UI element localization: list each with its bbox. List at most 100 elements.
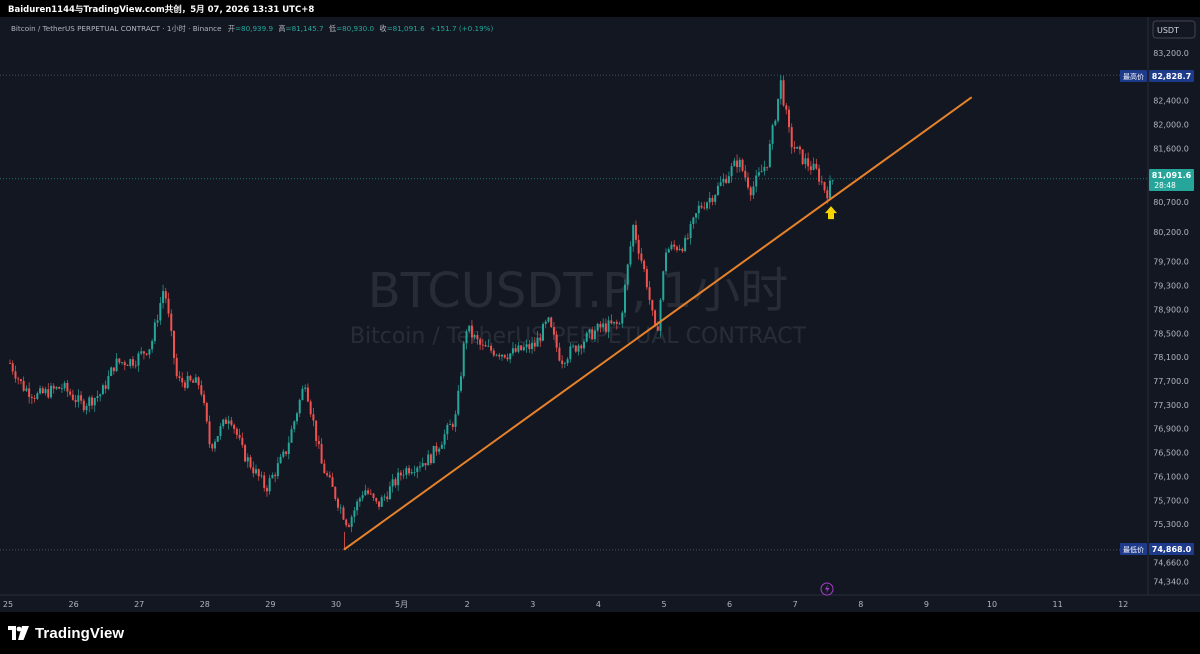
candle-body bbox=[528, 344, 531, 349]
candle-body bbox=[421, 463, 424, 467]
candle-body bbox=[153, 322, 156, 342]
candle-body bbox=[410, 472, 413, 474]
currency-button[interactable]: USDT bbox=[1152, 20, 1196, 39]
candle-body bbox=[112, 367, 115, 372]
candle-body bbox=[706, 202, 708, 209]
y-tick-label: 79,700.0 bbox=[1153, 258, 1189, 267]
candle-body bbox=[214, 441, 216, 449]
y-tick-label: 76,100.0 bbox=[1153, 472, 1189, 481]
candle-body bbox=[328, 475, 331, 478]
trendline-layer bbox=[343, 96, 973, 551]
lightning-icon[interactable] bbox=[820, 582, 834, 596]
legend-change-value: +151.7 (+0.19%) bbox=[430, 24, 494, 33]
y-tick-label: 80,200.0 bbox=[1153, 228, 1189, 237]
candle-body bbox=[386, 496, 389, 500]
candle-body bbox=[766, 166, 769, 168]
candle-body bbox=[132, 359, 134, 366]
x-tick-label: 28 bbox=[200, 600, 210, 609]
candle-body bbox=[416, 467, 419, 473]
candle-body bbox=[476, 335, 479, 340]
candle-body bbox=[793, 147, 796, 149]
candle-body bbox=[249, 457, 252, 468]
candle-body bbox=[607, 320, 610, 332]
legend-close-value: =81,091.6 bbox=[387, 24, 425, 33]
candlestick-series bbox=[9, 75, 834, 550]
candle-body bbox=[700, 205, 703, 208]
candle-body bbox=[711, 197, 714, 202]
candle-body bbox=[714, 194, 717, 202]
candle-body bbox=[58, 387, 61, 389]
candle-body bbox=[320, 444, 323, 464]
candle-body bbox=[50, 385, 52, 398]
y-tick-label: 77,300.0 bbox=[1153, 401, 1189, 410]
candle-body bbox=[763, 166, 766, 172]
candle-body bbox=[730, 166, 733, 177]
candle-body bbox=[342, 507, 345, 520]
candle-body bbox=[626, 264, 629, 285]
candle-body bbox=[137, 353, 140, 366]
candle-body bbox=[550, 317, 553, 328]
up-arrow-icon[interactable] bbox=[825, 206, 837, 220]
candle-body bbox=[88, 397, 91, 406]
candle-body bbox=[337, 498, 339, 508]
y-tick-label: 74,660.0 bbox=[1153, 558, 1189, 567]
candle-body bbox=[643, 260, 646, 270]
candle-body bbox=[306, 387, 309, 402]
candle-body bbox=[632, 225, 635, 247]
candle-body bbox=[71, 394, 74, 400]
candle-body bbox=[203, 394, 206, 403]
candle-body bbox=[60, 388, 63, 390]
candle-body bbox=[755, 175, 758, 187]
candle-body bbox=[19, 379, 22, 381]
candle-body bbox=[656, 326, 659, 331]
y-tick-label: 77,700.0 bbox=[1153, 377, 1189, 386]
candle-body bbox=[733, 160, 736, 167]
candle-body bbox=[798, 146, 801, 150]
candle-body bbox=[104, 385, 107, 389]
candle-body bbox=[782, 80, 785, 106]
candle-body bbox=[33, 397, 36, 399]
candle-body bbox=[364, 490, 367, 496]
candle-body bbox=[394, 479, 397, 486]
candle-body bbox=[604, 323, 607, 332]
tradingview-logo[interactable]: TradingView bbox=[8, 625, 124, 642]
candle-body bbox=[164, 291, 167, 299]
candle-body bbox=[678, 248, 681, 250]
candle-body bbox=[224, 419, 227, 424]
candle-body bbox=[468, 325, 471, 332]
candle-body bbox=[812, 163, 815, 170]
candle-body bbox=[211, 444, 214, 449]
candle-body bbox=[402, 474, 405, 476]
candle-body bbox=[580, 345, 583, 349]
candle-body bbox=[208, 421, 211, 445]
candle-body bbox=[820, 181, 823, 183]
legend-symbol[interactable]: Bitcoin / TetherUS PERPETUAL CONTRACT · … bbox=[11, 24, 222, 33]
y-tick-label: 76,900.0 bbox=[1153, 425, 1189, 434]
candle-body bbox=[429, 454, 432, 464]
candle-body bbox=[438, 448, 441, 452]
x-tick-label: 9 bbox=[924, 600, 929, 609]
legend-close-label: 收 bbox=[379, 24, 386, 33]
candle-body bbox=[634, 225, 637, 240]
candle-body bbox=[317, 441, 320, 445]
candle-body bbox=[654, 310, 657, 327]
candle-body bbox=[681, 248, 684, 252]
candle-body bbox=[615, 321, 618, 324]
candle-body bbox=[490, 345, 493, 351]
candle-body bbox=[585, 332, 588, 342]
candle-body bbox=[380, 497, 383, 507]
extreme-guide-lines bbox=[0, 74, 1148, 551]
price-axis-panel bbox=[1148, 17, 1200, 595]
candle-body bbox=[624, 284, 626, 313]
candle-body bbox=[301, 388, 304, 400]
candle-body bbox=[82, 400, 85, 411]
support-trendline[interactable] bbox=[343, 96, 973, 551]
candle-body bbox=[22, 380, 25, 391]
x-tick-label: 4 bbox=[596, 600, 601, 609]
candle-body bbox=[30, 396, 33, 398]
candle-body bbox=[186, 375, 189, 388]
candle-body bbox=[200, 385, 203, 395]
candle-body bbox=[230, 420, 233, 425]
candle-body bbox=[279, 456, 282, 464]
candle-body bbox=[801, 149, 804, 165]
